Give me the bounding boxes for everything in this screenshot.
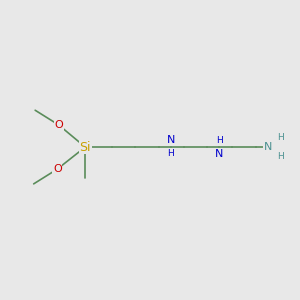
Text: O: O: [53, 164, 62, 174]
Text: N: N: [215, 149, 224, 159]
Text: H: H: [277, 152, 284, 161]
Text: Si: Si: [80, 141, 91, 154]
Text: H: H: [277, 133, 284, 142]
Text: N: N: [167, 135, 175, 145]
Text: N: N: [264, 142, 272, 152]
Text: H: H: [216, 136, 223, 145]
Text: H: H: [167, 149, 174, 158]
Text: O: O: [54, 120, 63, 130]
